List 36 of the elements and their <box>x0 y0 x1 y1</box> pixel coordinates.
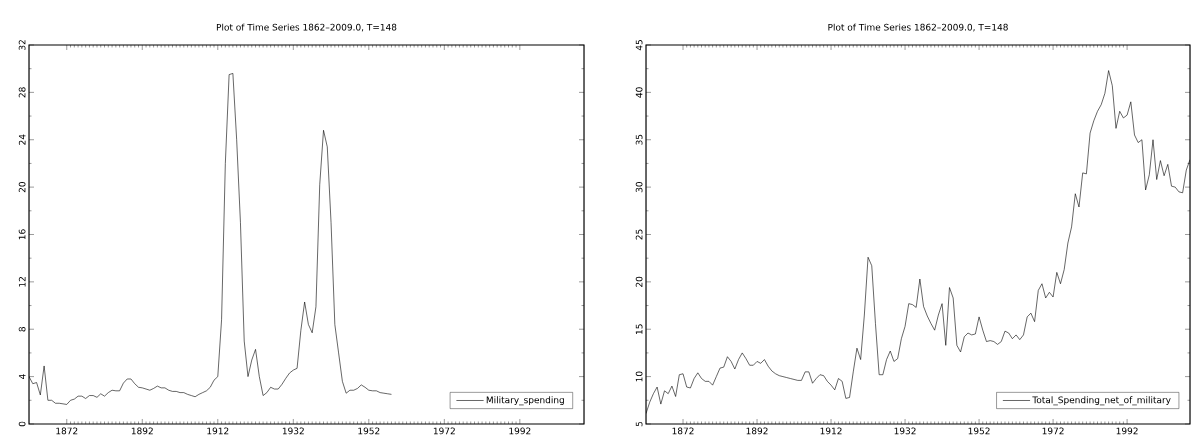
x-tick-label: 1972 <box>1042 427 1064 435</box>
y-tick-label: 4 <box>18 374 26 380</box>
x-tick-label: 1892 <box>131 427 153 435</box>
y-tick-label: 16 <box>18 229 26 240</box>
y-tick-label: 0 <box>18 421 26 427</box>
x-tick-label: 1932 <box>282 427 304 435</box>
y-tick-label: 28 <box>18 87 26 98</box>
chart-title: Plot of Time Series 1862–2009.0, T=148 <box>828 23 1008 32</box>
x-tick-label: 1952 <box>968 427 990 435</box>
y-tick-label: 5 <box>635 421 643 427</box>
legend-label: Total_Spending_net_of_military <box>1032 396 1171 406</box>
y-tick-label: 35 <box>635 134 643 145</box>
x-tick-label: 1972 <box>433 427 455 435</box>
x-tick-label: 1892 <box>746 427 768 435</box>
y-tick-label: 20 <box>635 276 643 287</box>
y-tick-label: 10 <box>635 371 643 382</box>
x-tick-label: 1912 <box>207 427 229 435</box>
y-tick-label: 24 <box>18 134 26 145</box>
y-tick-label: 40 <box>635 87 643 98</box>
y-tick-label: 25 <box>635 229 643 240</box>
y-tick-label: 45 <box>635 40 643 51</box>
x-tick-label: 1872 <box>672 427 694 435</box>
y-tick-label: 32 <box>18 40 26 50</box>
y-tick-label: 20 <box>18 182 26 193</box>
x-tick-label: 1952 <box>358 427 380 435</box>
legend-label: Military_spending <box>486 396 564 406</box>
x-tick-label: 1872 <box>56 427 78 435</box>
y-tick-label: 30 <box>635 182 643 193</box>
x-tick-label: 1912 <box>820 427 842 435</box>
y-tick-label: 12 <box>18 277 26 287</box>
x-tick-label: 1932 <box>894 427 916 435</box>
y-tick-label: 15 <box>635 324 643 334</box>
y-tick-label: 8 <box>18 326 26 332</box>
chart-title: Plot of Time Series 1862–2009.0, T=148 <box>216 23 397 32</box>
x-tick-label: 1992 <box>1116 427 1138 435</box>
x-tick-label: 1992 <box>509 427 531 435</box>
